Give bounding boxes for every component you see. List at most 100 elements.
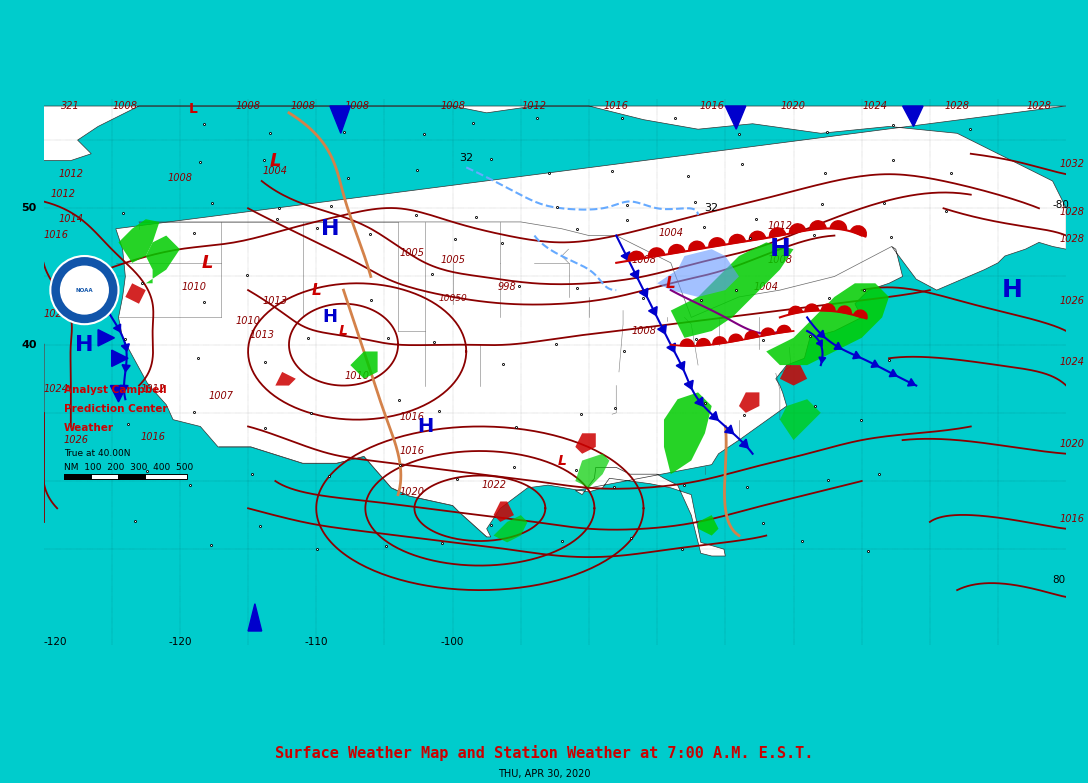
Text: NOAA: NOAA xyxy=(76,287,94,293)
Polygon shape xyxy=(740,439,749,448)
Wedge shape xyxy=(689,241,705,251)
Text: 1008: 1008 xyxy=(113,101,138,110)
Polygon shape xyxy=(125,283,146,304)
Polygon shape xyxy=(819,357,826,363)
Wedge shape xyxy=(762,328,775,336)
Text: Analyst Campbell: Analyst Campbell xyxy=(64,385,166,395)
Text: -110: -110 xyxy=(305,637,327,647)
Text: 1016: 1016 xyxy=(604,101,629,110)
Text: 1008: 1008 xyxy=(631,254,656,265)
Polygon shape xyxy=(98,330,114,346)
Bar xyxy=(64,474,187,479)
Text: 998: 998 xyxy=(498,282,517,292)
Text: 1012: 1012 xyxy=(50,189,75,200)
Text: 1008: 1008 xyxy=(168,173,193,183)
Text: -80: -80 xyxy=(1052,200,1070,211)
Text: L: L xyxy=(557,453,566,467)
Text: 1028: 1028 xyxy=(1026,101,1051,110)
Text: 32: 32 xyxy=(705,203,719,213)
Text: 1028: 1028 xyxy=(1060,234,1085,244)
Wedge shape xyxy=(669,244,684,254)
Text: 1008: 1008 xyxy=(345,101,370,110)
Polygon shape xyxy=(698,515,718,536)
Polygon shape xyxy=(853,352,861,359)
Wedge shape xyxy=(838,306,851,314)
Text: 1032: 1032 xyxy=(1060,160,1085,169)
Text: 1004: 1004 xyxy=(263,166,288,176)
Polygon shape xyxy=(907,379,915,386)
Polygon shape xyxy=(766,283,889,365)
Text: L: L xyxy=(339,324,348,338)
Polygon shape xyxy=(248,604,262,631)
Text: 1024: 1024 xyxy=(863,101,888,110)
Polygon shape xyxy=(871,360,879,367)
Text: H: H xyxy=(417,417,433,436)
Wedge shape xyxy=(696,338,710,346)
Text: 1016: 1016 xyxy=(140,432,165,442)
Text: THU, APR 30, 2020: THU, APR 30, 2020 xyxy=(497,769,591,779)
Text: H: H xyxy=(769,237,790,262)
Wedge shape xyxy=(648,248,665,258)
Text: 1016: 1016 xyxy=(44,230,69,240)
Text: 32: 32 xyxy=(459,153,473,163)
Polygon shape xyxy=(709,412,718,420)
Text: H: H xyxy=(322,309,337,327)
Text: 1013: 1013 xyxy=(263,296,288,305)
Text: 1016: 1016 xyxy=(1060,514,1085,524)
Text: 1012: 1012 xyxy=(59,169,84,179)
Text: L: L xyxy=(666,276,676,290)
Polygon shape xyxy=(684,381,693,389)
Wedge shape xyxy=(789,306,802,315)
Wedge shape xyxy=(790,224,806,233)
Bar xyxy=(118,474,145,479)
Wedge shape xyxy=(709,238,726,247)
Text: 1012: 1012 xyxy=(522,101,547,110)
Text: Weather: Weather xyxy=(64,424,114,433)
Text: 1020: 1020 xyxy=(44,309,69,319)
Text: L: L xyxy=(201,254,213,272)
Polygon shape xyxy=(667,343,676,352)
Polygon shape xyxy=(122,344,129,351)
Polygon shape xyxy=(630,270,639,279)
Polygon shape xyxy=(640,288,648,298)
Text: 50: 50 xyxy=(22,204,37,213)
Text: -120: -120 xyxy=(169,637,191,647)
Text: Prediction Center: Prediction Center xyxy=(64,404,168,414)
Polygon shape xyxy=(330,106,350,133)
Text: 1016: 1016 xyxy=(399,446,424,456)
Polygon shape xyxy=(664,392,712,474)
Polygon shape xyxy=(834,342,842,349)
Wedge shape xyxy=(713,337,727,345)
Text: 1026: 1026 xyxy=(1060,296,1085,305)
Wedge shape xyxy=(805,304,818,312)
Polygon shape xyxy=(816,340,823,346)
Polygon shape xyxy=(657,249,739,297)
Polygon shape xyxy=(657,325,666,334)
Text: 1004: 1004 xyxy=(754,282,779,292)
Polygon shape xyxy=(780,399,820,440)
Polygon shape xyxy=(648,307,657,316)
Polygon shape xyxy=(903,106,923,127)
Wedge shape xyxy=(854,310,867,319)
Text: -100: -100 xyxy=(441,637,465,647)
Polygon shape xyxy=(119,219,160,263)
Polygon shape xyxy=(120,385,128,392)
Text: True at 40.00N: True at 40.00N xyxy=(64,449,131,458)
Text: 1024: 1024 xyxy=(1060,357,1085,367)
Polygon shape xyxy=(350,352,378,379)
Wedge shape xyxy=(809,221,826,229)
Polygon shape xyxy=(695,397,703,406)
Text: 1008: 1008 xyxy=(441,101,465,110)
Text: 80: 80 xyxy=(1052,576,1066,585)
Polygon shape xyxy=(103,307,110,314)
Text: 40: 40 xyxy=(21,340,37,350)
Polygon shape xyxy=(780,365,807,385)
Text: 1008: 1008 xyxy=(767,254,792,265)
Text: 1010: 1010 xyxy=(181,282,206,292)
Polygon shape xyxy=(621,251,630,261)
Wedge shape xyxy=(745,331,758,339)
Text: 321: 321 xyxy=(61,101,81,110)
Text: 1014: 1014 xyxy=(59,214,84,224)
Text: 1010: 1010 xyxy=(236,316,260,327)
Wedge shape xyxy=(729,334,743,342)
